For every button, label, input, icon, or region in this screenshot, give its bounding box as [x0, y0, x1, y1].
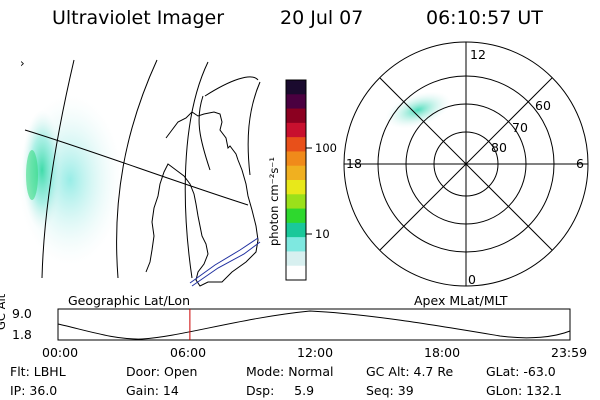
colorbar-segment	[286, 222, 306, 238]
polar-aurora	[385, 91, 451, 129]
polar-label-6: 6	[576, 156, 584, 171]
colorbar-segment	[286, 237, 306, 252]
status-glat: GLat: -63.0	[486, 364, 556, 379]
colorbar-segment	[286, 122, 306, 138]
colorbar-segment	[286, 208, 306, 224]
terminator-line-2	[191, 241, 261, 287]
app-title: Ultraviolet Imager	[52, 7, 225, 29]
status-seq: Seq: 39	[366, 383, 414, 398]
timeline-x-tick-0000: 00:00	[42, 345, 79, 360]
coastline	[145, 111, 259, 287]
status-ip: IP: 36.0	[10, 383, 58, 398]
terminator-line	[189, 237, 259, 284]
polar-label-18: 18	[346, 156, 362, 171]
polar-ring-label-80: 80	[491, 140, 507, 155]
timeline-x-tick-0600: 06:00	[170, 345, 207, 360]
date-readout: 20 Jul 07	[280, 7, 364, 29]
timeline-x-tick-1800: 18:00	[424, 345, 461, 360]
colorbar-segment	[286, 251, 306, 267]
colorbar-segment	[286, 80, 306, 95]
polar-ring-label-60: 60	[535, 98, 551, 113]
timeline-right-caption: Apex MLat/MLT	[414, 293, 508, 308]
colorbar-tick-label-10: 10	[315, 227, 330, 241]
polar-ring-label-70: 70	[512, 120, 528, 135]
earth-limb	[204, 76, 261, 176]
latitude-line	[24, 129, 249, 206]
status-glon: GLon: 132.1	[486, 383, 562, 398]
timeline-y-tick-bottom: 1.8	[12, 327, 32, 342]
timeline-x-tick-1200: 12:00	[297, 345, 334, 360]
status-door: Door: Open	[126, 364, 198, 379]
polar-label-0: 0	[468, 272, 476, 287]
polar-diagonal-2	[379, 77, 553, 251]
status-gain: Gain: 14	[126, 383, 179, 398]
colorbar-segment	[286, 151, 306, 167]
status-mode: Mode: Normal	[246, 364, 334, 379]
polar-label-12: 12	[470, 47, 486, 62]
timeline-y-tick-top: 9.0	[12, 306, 32, 321]
colorbar-segment	[286, 94, 306, 110]
colorbar-segment	[286, 180, 306, 195]
timeline-left-caption: Geographic Lat/Lon	[68, 293, 190, 308]
timeline-x-tick-2359: 23:59	[551, 345, 588, 360]
colorbar-segment	[286, 137, 306, 152]
colorbar-frame	[285, 79, 307, 281]
aurora-peak	[26, 150, 38, 200]
colorbar-tick-label-100: 100	[315, 141, 337, 155]
meridian-lines	[41, 59, 211, 279]
altitude-curve	[57, 310, 571, 340]
time-readout: 06:10:57 UT	[426, 7, 543, 29]
colorbar-segment	[286, 194, 306, 210]
status-gc-alt: GC Alt: 4.7 Re	[366, 364, 454, 379]
colorbar-segment	[286, 108, 306, 124]
colorbar-segment	[286, 165, 306, 181]
status-dsp: Dsp: 5.9	[246, 383, 315, 398]
status-flt: Flt: LBHL	[10, 364, 66, 379]
north-marker: ›	[20, 56, 25, 70]
colorbar-segment	[286, 265, 306, 281]
